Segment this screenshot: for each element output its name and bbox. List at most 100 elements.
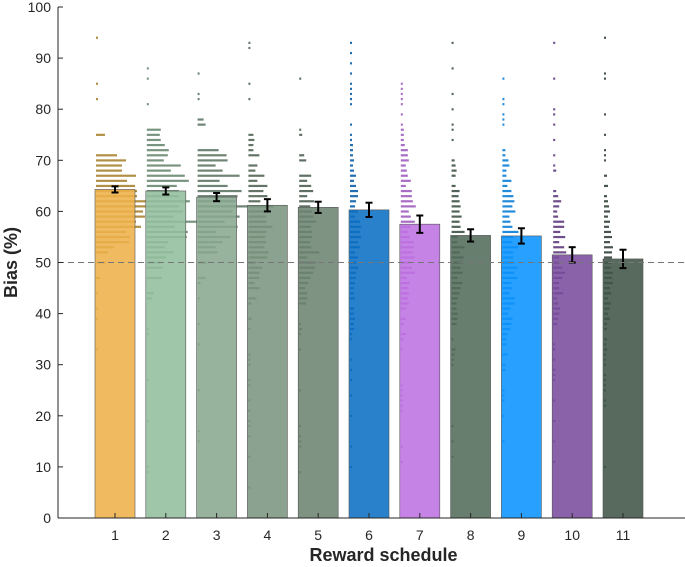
data-point-row — [553, 195, 559, 198]
data-point-row — [197, 118, 204, 121]
data-point-row — [350, 205, 355, 208]
data-point-row — [451, 189, 460, 193]
data-point-row — [502, 195, 514, 198]
data-point-row — [502, 164, 510, 167]
data-point-row — [502, 118, 505, 121]
data-point-row — [350, 138, 352, 142]
data-point-row — [400, 138, 404, 142]
x-tick-label: 1 — [111, 527, 119, 543]
data-point-row — [400, 174, 408, 177]
data-point-row — [400, 220, 415, 223]
data-point-row — [604, 246, 613, 249]
data-point-row — [146, 184, 177, 188]
bar-11 — [602, 258, 644, 519]
data-point-row — [248, 138, 255, 142]
data-point-row — [197, 184, 228, 188]
data-point-row — [350, 179, 354, 182]
data-point-row — [604, 205, 609, 208]
data-point-row — [248, 149, 254, 152]
data-point-row — [146, 103, 149, 106]
data-point-row — [350, 103, 352, 106]
data-point-row — [553, 210, 558, 213]
data-point-row — [197, 72, 200, 75]
data-point-row — [502, 159, 509, 162]
data-point-row — [299, 159, 307, 162]
data-point-row — [248, 179, 258, 182]
tick-labels: 0 10 20 30 40 50 60 70 80 90 100 1 2 3 4 5 6 7 8 9 10 11 — [28, 0, 631, 543]
data-point-row — [299, 205, 311, 208]
data-point-row — [96, 97, 98, 101]
data-point-row — [451, 159, 455, 162]
data-point-row — [451, 164, 456, 167]
data-point-row — [350, 164, 353, 167]
data-point-row — [299, 133, 303, 136]
data-point-row — [350, 174, 356, 177]
data-point-row — [96, 164, 122, 167]
y-tick-label: 70 — [35, 152, 51, 168]
bar-9 — [501, 235, 542, 519]
data-point-row — [96, 133, 105, 136]
data-point-row — [604, 149, 606, 152]
data-point-row — [146, 159, 164, 162]
data-point-row — [197, 97, 200, 101]
x-axis-title: Reward schedule — [309, 545, 457, 565]
data-point-row — [350, 169, 354, 172]
data-point-row — [451, 123, 454, 126]
data-point-row — [400, 87, 403, 90]
bar-10 — [551, 254, 593, 519]
data-point-row — [451, 184, 456, 188]
data-point-row — [451, 225, 461, 228]
data-point-row — [451, 108, 454, 111]
data-point-row — [350, 41, 352, 44]
data-point-row — [400, 133, 404, 136]
data-point-row — [350, 123, 352, 126]
data-point-row — [96, 36, 98, 39]
data-point-row — [604, 251, 612, 254]
bars — [94, 189, 644, 519]
data-point-row — [604, 241, 610, 244]
data-point-row — [248, 154, 260, 157]
data-point-row — [299, 77, 302, 80]
data-point-row — [553, 77, 556, 80]
data-point-row — [350, 51, 352, 55]
data-point-row — [553, 164, 556, 167]
data-point-row — [451, 41, 454, 44]
data-point-row — [146, 128, 161, 131]
data-point-row — [553, 230, 561, 234]
data-point-row — [299, 154, 305, 157]
data-point-row — [146, 143, 165, 147]
data-point-row — [502, 169, 507, 172]
data-point-row — [400, 113, 403, 116]
data-point-row — [553, 200, 562, 203]
data-point-row — [604, 113, 606, 116]
y-tick-label: 0 — [43, 510, 51, 526]
data-point-row — [400, 82, 403, 85]
data-point-row — [451, 215, 462, 218]
data-point-row — [248, 200, 261, 203]
data-point-row — [248, 164, 258, 167]
data-point-row — [197, 164, 216, 167]
y-axis-title: Bias (%) — [1, 227, 21, 298]
data-point-row — [197, 179, 220, 182]
data-point-row — [502, 179, 512, 182]
data-point-row — [553, 251, 567, 254]
data-point-row — [604, 72, 606, 75]
data-point-row — [350, 92, 352, 96]
data-point-row — [400, 200, 413, 203]
data-point-row — [502, 225, 513, 228]
data-point-row — [146, 174, 185, 177]
data-point-row — [400, 179, 411, 182]
data-point-row — [604, 230, 611, 234]
data-point-row — [553, 154, 556, 157]
y-tick-label: 20 — [35, 408, 51, 424]
data-point-row — [299, 189, 314, 193]
data-point-row — [400, 164, 406, 167]
data-point-row — [604, 159, 606, 162]
x-tick-label: 5 — [314, 527, 322, 543]
data-point-row — [350, 184, 356, 188]
data-point-row — [502, 230, 519, 234]
data-point-row — [553, 225, 565, 228]
data-point-row — [248, 97, 251, 101]
data-point-row — [451, 138, 454, 142]
data-point-row — [400, 215, 411, 218]
